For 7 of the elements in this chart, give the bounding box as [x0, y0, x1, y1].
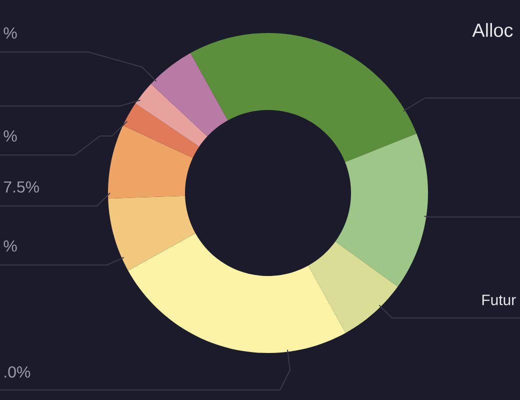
data-label: % [4, 27, 17, 39]
data-label: 7.5% [4, 181, 39, 193]
data-label: % [4, 240, 17, 252]
slice-label: Futur [482, 294, 516, 306]
data-label: % [4, 130, 17, 142]
text: .0% [4, 366, 30, 378]
chart-title: Alloc [472, 23, 513, 37]
